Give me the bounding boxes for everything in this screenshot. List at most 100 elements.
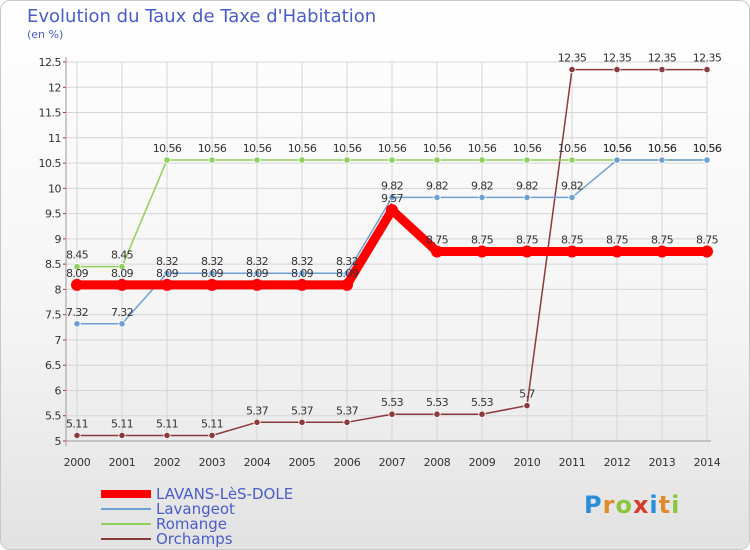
- data-label: 8.09: [246, 267, 269, 280]
- x-tick-label: 2009: [469, 456, 496, 469]
- data-point: [703, 156, 711, 164]
- data-point: [116, 278, 128, 291]
- x-tick-label: 2006: [334, 456, 361, 469]
- data-point: [386, 204, 398, 217]
- data-label: 10.56: [603, 142, 632, 155]
- data-point: [253, 156, 261, 164]
- x-tick-label: 2002: [154, 456, 181, 469]
- data-label: 10.56: [693, 142, 722, 155]
- legend-label-lavangeot: Lavangeot: [156, 500, 235, 518]
- logo-letter: x: [632, 491, 650, 519]
- y-tick-label: 5: [55, 435, 62, 448]
- logo-letter: o: [615, 491, 633, 519]
- legend-swatch-lavangeot: [101, 508, 151, 510]
- y-tick-label: 12: [48, 81, 61, 94]
- legend-swatch-orchamps: [101, 538, 151, 540]
- y-tick-label: 7.5: [45, 309, 61, 322]
- data-point: [656, 245, 668, 258]
- data-label: 10.56: [153, 142, 182, 155]
- data-label: 5.11: [66, 417, 88, 430]
- data-point: [433, 193, 441, 202]
- logo-letter: i: [671, 491, 681, 519]
- data-label: 5.11: [201, 417, 223, 430]
- data-point: [568, 156, 576, 164]
- y-tick-label: 9: [55, 233, 62, 246]
- x-tick-label: 2012: [604, 456, 631, 469]
- data-label: 10.56: [378, 142, 407, 155]
- data-point: [161, 278, 173, 291]
- x-tick-label: 2013: [649, 456, 676, 469]
- data-point: [701, 245, 713, 258]
- legend-swatch-lavans: [101, 490, 151, 498]
- data-point: [431, 245, 443, 258]
- data-label: 5.37: [246, 404, 269, 417]
- data-label: 10.56: [558, 142, 587, 155]
- data-label: 10.56: [243, 142, 272, 155]
- data-point: [71, 278, 83, 291]
- data-label: 10.56: [198, 142, 227, 155]
- data-label: 8.32: [201, 255, 223, 268]
- logo-letter: i: [649, 491, 659, 519]
- data-point: [703, 65, 711, 74]
- x-tick-label: 2008: [424, 456, 451, 469]
- data-label: 8.32: [336, 255, 358, 268]
- data-point: [208, 156, 216, 164]
- data-label: 8.09: [291, 267, 314, 280]
- data-point: [523, 156, 531, 164]
- chart-title: Evolution du Taux de Taxe d'Habitation: [27, 6, 377, 27]
- data-label: 10.56: [648, 142, 677, 155]
- data-point: [298, 156, 306, 164]
- logo-letter: t: [658, 491, 672, 519]
- chart-unit-label: (en %): [27, 28, 64, 41]
- data-point: [118, 320, 126, 328]
- y-tick-label: 6.5: [45, 359, 61, 372]
- data-point: [163, 269, 171, 277]
- y-tick-label: 8: [55, 283, 62, 296]
- data-point: [388, 156, 396, 164]
- data-point: [388, 193, 396, 202]
- data-point: [163, 156, 171, 164]
- logo-letter: P: [584, 491, 603, 519]
- data-label: 8.75: [696, 234, 719, 247]
- data-label: 8.09: [66, 267, 89, 280]
- data-label: 10.56: [693, 142, 722, 155]
- data-label: 10.56: [603, 142, 632, 155]
- data-point: [388, 410, 396, 418]
- data-point: [118, 431, 126, 440]
- data-label: 5.37: [336, 404, 359, 417]
- data-point: [566, 245, 578, 258]
- data-label: 5.37: [291, 404, 314, 417]
- x-tick-label: 2010: [514, 456, 541, 469]
- data-point: [478, 410, 486, 418]
- data-point: [478, 193, 486, 202]
- data-label: 10.56: [513, 142, 542, 155]
- x-tick-label: 2001: [109, 456, 136, 469]
- data-label: 5.11: [156, 417, 178, 430]
- data-point: [658, 156, 666, 164]
- data-label: 5.11: [111, 417, 133, 430]
- data-label: 7.32: [66, 306, 88, 319]
- data-label: 9.82: [381, 179, 403, 192]
- logo-letter: r: [602, 491, 616, 519]
- data-label: 10.56: [423, 142, 452, 155]
- data-label: 12.35: [648, 52, 677, 65]
- y-tick-label: 11.5: [39, 107, 62, 120]
- data-label: 8.75: [561, 234, 584, 247]
- data-point: [568, 193, 576, 202]
- data-label: 8.75: [606, 234, 629, 247]
- data-point: [341, 278, 353, 291]
- legend-label-lavans: LAVANS-LèS-DOLE: [156, 485, 294, 503]
- x-tick-label: 2003: [199, 456, 226, 469]
- y-tick-label: 7: [55, 334, 62, 347]
- data-label: 7.32: [111, 306, 133, 319]
- legend-swatch-romange: [101, 523, 151, 525]
- data-label: 10.56: [333, 142, 362, 155]
- x-tick-label: 2011: [559, 456, 586, 469]
- data-label: 8.45: [66, 249, 89, 262]
- y-tick-label: 5.5: [45, 410, 61, 423]
- data-label: 9.57: [381, 192, 404, 205]
- data-label: 9.82: [471, 179, 493, 192]
- data-point: [611, 245, 623, 258]
